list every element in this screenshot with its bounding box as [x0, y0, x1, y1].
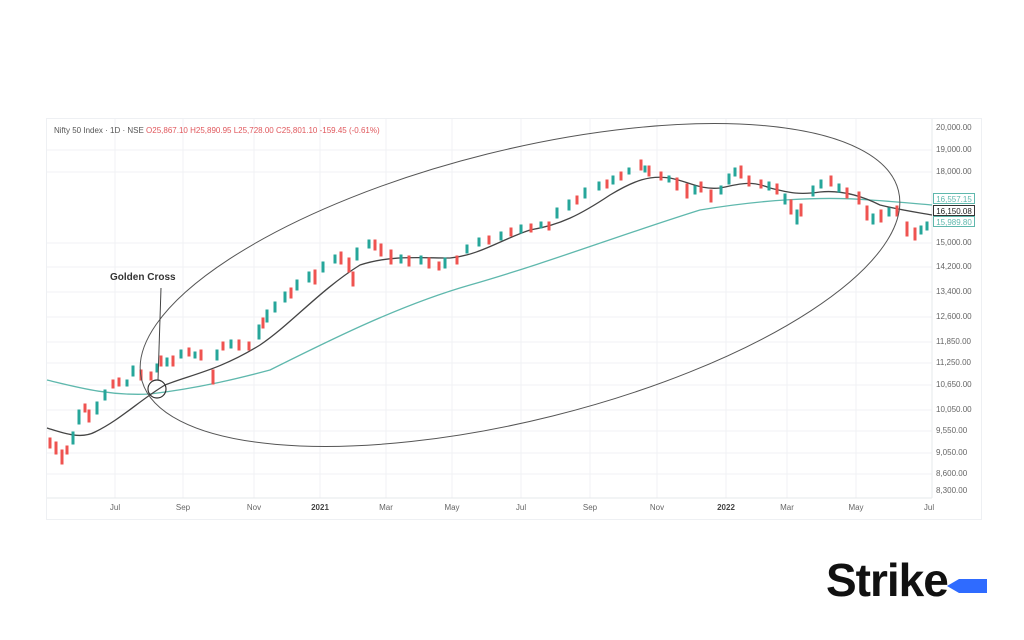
y-tick-label: 9,550.00	[936, 426, 968, 435]
legend-open: O25,867.10	[146, 126, 188, 135]
x-tick-label: 2021	[311, 503, 329, 512]
y-tick-label: 13,400.00	[936, 287, 972, 296]
y-tick-label: 12,600.00	[936, 312, 972, 321]
legend-symbol: Nifty 50 Index · 1D · NSE	[54, 126, 144, 135]
long-ma-line	[46, 197, 933, 395]
brand-name: Strike	[826, 554, 949, 606]
legend-low: L25,728.00	[233, 126, 274, 135]
x-tick-label: Jul	[109, 503, 121, 512]
x-tick-label: Nov	[649, 503, 665, 512]
last-price-tag: 16,150.08	[933, 205, 975, 216]
legend-high: H25,890.95	[190, 126, 232, 135]
golden-cross-marker	[147, 379, 167, 399]
x-tick-label: Mar	[780, 503, 794, 512]
x-tick-label: May	[848, 503, 864, 512]
y-tick-label: 11,250.00	[936, 358, 971, 367]
golden-cross-label: Golden Cross	[110, 272, 176, 283]
y-tick-label: 10,650.00	[936, 380, 972, 389]
short-ma-price-tag: 15,989.80	[933, 216, 975, 227]
candles	[48, 159, 929, 465]
x-tick-label: Jul	[515, 503, 527, 512]
x-tick-label: Nov	[246, 503, 262, 512]
uptrend-ellipse	[139, 123, 901, 447]
short-ma-line	[46, 176, 933, 436]
y-tick-label: 20,000.00	[936, 123, 972, 132]
golden-cross-pointer	[157, 287, 162, 381]
brand-accent-icon	[947, 579, 987, 593]
y-tick-label: 15,000.00	[936, 238, 972, 247]
x-tick-label: 2022	[717, 503, 735, 512]
y-tick-label: 11,850.00	[936, 337, 971, 346]
y-tick-label: 9,050.00	[936, 448, 968, 457]
y-tick-label: 19,000.00	[936, 145, 972, 154]
long-ma-price-tag: 16,557.15	[933, 193, 975, 204]
y-tick-label: 8,300.00	[936, 486, 968, 495]
y-tick-label: 8,600.00	[936, 469, 968, 478]
x-tick-label: Mar	[379, 503, 393, 512]
x-tick-label: May	[444, 503, 460, 512]
x-tick-label: Sep	[582, 503, 598, 512]
y-tick-label: 10,050.00	[936, 405, 972, 414]
chart-legend: Nifty 50 Index · 1D · NSE O25,867.10 H25…	[54, 126, 380, 135]
legend-close: C25,801.10	[275, 126, 318, 135]
y-tick-label: 14,200.00	[936, 262, 972, 271]
strike-logo: Strike	[826, 553, 949, 607]
legend-change: -159.45 (-0.61%)	[319, 126, 380, 135]
x-tick-label: Sep	[175, 503, 191, 512]
x-tick-label: Jul	[923, 503, 935, 512]
y-tick-label: 18,000.00	[936, 167, 972, 176]
